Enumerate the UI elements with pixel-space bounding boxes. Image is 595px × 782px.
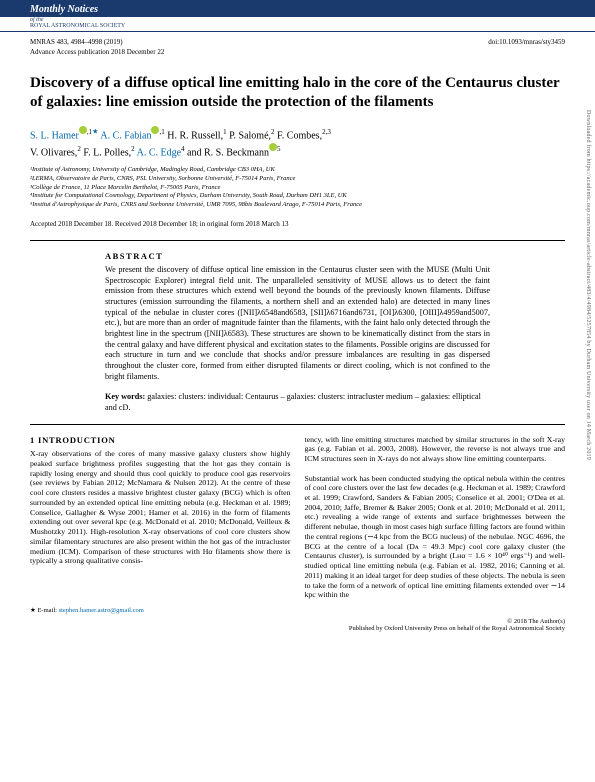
aff-sup: 4 — [181, 145, 185, 153]
section-heading-intro: 1 INTRODUCTION — [30, 435, 291, 446]
body-text-right: tency, with line emitting structures mat… — [305, 435, 566, 600]
article-title: Discovery of a diffuse optical line emit… — [0, 74, 595, 112]
corresponding-email: ★ E-mail: stephen.hamer.astro@gmail.com — [0, 600, 595, 614]
email-link[interactable]: stephen.hamer.astro@gmail.com — [59, 607, 144, 614]
right-column: tency, with line emitting structures mat… — [305, 435, 566, 600]
author-polles: F. L. Polles, — [83, 147, 131, 158]
email-star: ★ — [30, 607, 36, 614]
orcid-icon[interactable] — [79, 126, 87, 134]
journal-banner-sub: of the ROYAL ASTRONOMICAL SOCIETY — [0, 17, 595, 32]
abstract-block: ABSTRACT We present the discovery of dif… — [0, 251, 595, 382]
aff-sup: 2 — [271, 128, 275, 136]
keywords-label: Key words: — [105, 392, 145, 401]
journal-banner: Monthly Notices — [0, 0, 595, 17]
affiliation-line: ¹Institute of Astronomy, University of C… — [30, 166, 565, 175]
keywords-text: galaxies: clusters: individual: Centauru… — [105, 392, 481, 412]
footer-publisher: Published by Oxford University Press on … — [349, 625, 565, 632]
affiliation-line: ⁵Institut d'Astrophysique de Paris, CNRS… — [30, 201, 565, 210]
meta-line: MNRAS 483, 4984–4998 (2019) doi:10.1093/… — [0, 32, 595, 48]
corr-star[interactable]: ★ — [92, 130, 98, 141]
aff-sup: 1 — [161, 128, 165, 136]
author-russell: H. R. Russell, — [167, 130, 223, 141]
doi: doi:10.1093/mnras/sty3459 — [488, 38, 565, 46]
abstract-text: We present the discovery of diffuse opti… — [105, 265, 490, 382]
author-list: S. L. Hamer,1★ A. C. Fabian,1 H. R. Russ… — [0, 126, 595, 161]
keywords: Key words: galaxies: clusters: individua… — [0, 392, 595, 413]
author-salome: P. Salomé, — [229, 130, 271, 141]
aff-sup: 2 — [131, 145, 135, 153]
body-columns: 1 INTRODUCTION X-ray observations of the… — [0, 435, 595, 600]
affiliation-line: ³Collège de France, 11 Place Marcelin Be… — [30, 184, 565, 193]
affiliation-line: ²LERMA, Observatoire de Paris, CNRS, PSL… — [30, 175, 565, 184]
banner-sub2: ROYAL ASTRONOMICAL SOCIETY — [30, 23, 565, 29]
manuscript-dates: Accepted 2018 December 18. Received 2018… — [0, 220, 595, 228]
footer-copyright: © 2018 The Author(s) — [507, 618, 565, 625]
author-and-beckmann: and R. S. Beckmann — [187, 147, 269, 158]
body-text-left: X-ray observations of the cores of many … — [30, 449, 291, 566]
download-watermark: Downloaded from https://academic.oup.com… — [585, 110, 591, 460]
aff-sup: 1 — [223, 128, 227, 136]
author-hamer[interactable]: S. L. Hamer — [30, 130, 79, 141]
author-edge[interactable]: A. C. Edge — [137, 147, 181, 158]
aff-sup: 5 — [277, 145, 281, 153]
banner-title: Monthly Notices — [30, 4, 98, 15]
horizontal-rule — [30, 240, 565, 241]
horizontal-rule — [30, 424, 565, 425]
advance-access: Advance Access publication 2018 December… — [0, 48, 595, 74]
orcid-icon[interactable] — [269, 143, 277, 151]
aff-sup: 2 — [77, 145, 81, 153]
left-column: 1 INTRODUCTION X-ray observations of the… — [30, 435, 291, 600]
affiliations: ¹Institute of Astronomy, University of C… — [0, 166, 595, 210]
email-label: E-mail: — [37, 607, 58, 614]
abstract-heading: ABSTRACT — [105, 251, 490, 262]
citation: MNRAS 483, 4984–4998 (2019) — [30, 38, 123, 46]
affiliation-line: ⁴Institute for Computational Cosmology, … — [30, 192, 565, 201]
aff-sup: 2,3 — [322, 128, 331, 136]
author-fabian[interactable]: A. C. Fabian — [100, 130, 151, 141]
page-footer: © 2018 The Author(s) Published by Oxford… — [0, 614, 595, 632]
author-combes: F. Combes, — [277, 130, 322, 141]
author-olivares: V. Olivares, — [30, 147, 77, 158]
